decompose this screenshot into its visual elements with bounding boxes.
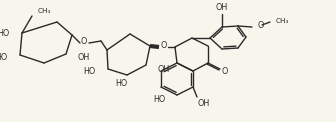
- Text: CH₃: CH₃: [276, 18, 290, 24]
- Text: O: O: [81, 36, 87, 46]
- Text: OH: OH: [216, 4, 228, 12]
- Text: HO: HO: [83, 67, 95, 76]
- Text: HO: HO: [0, 54, 7, 62]
- Text: HO: HO: [153, 96, 165, 105]
- Text: OH: OH: [78, 54, 90, 62]
- Text: OH: OH: [197, 100, 209, 108]
- Text: CH₃: CH₃: [38, 8, 51, 14]
- Text: OH: OH: [158, 65, 170, 73]
- Text: O: O: [258, 20, 264, 30]
- Text: O: O: [161, 41, 167, 50]
- Text: HO: HO: [0, 30, 9, 39]
- Text: O: O: [222, 67, 228, 76]
- Text: HO: HO: [115, 80, 127, 88]
